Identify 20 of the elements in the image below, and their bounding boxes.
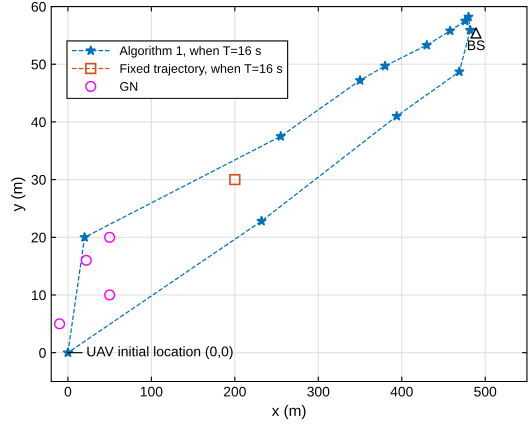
y-tick-label: 50 xyxy=(31,60,46,70)
x-tick-label: 200 xyxy=(224,386,246,397)
x-axis-title: x (m) xyxy=(272,404,306,420)
y-tick-label: 40 xyxy=(31,117,46,128)
annotation: UAV initial location (0,0) xyxy=(87,346,233,360)
y-tick-label: 10 xyxy=(32,290,46,300)
legend-label: Fixed trajectory, when T=16 s xyxy=(120,64,282,76)
x-tick-label: 300 xyxy=(307,386,330,397)
annotation: BS xyxy=(468,40,485,50)
y-tick-label: 0 xyxy=(39,348,46,358)
y-tick-label: 20 xyxy=(32,232,46,242)
legend-label: Algorithm 1, when T=16 s xyxy=(120,46,261,58)
y-tick-label: 30 xyxy=(31,174,46,185)
y-tick-label: 60 xyxy=(32,2,46,12)
legend-label: GN xyxy=(120,82,138,91)
x-tick-label: 0 xyxy=(64,386,72,397)
x-tick-label: 400 xyxy=(390,386,413,397)
x-tick-label: 500 xyxy=(474,386,496,397)
x-tick-label: 100 xyxy=(140,386,162,397)
y-axis-title: y (m) xyxy=(11,178,26,212)
